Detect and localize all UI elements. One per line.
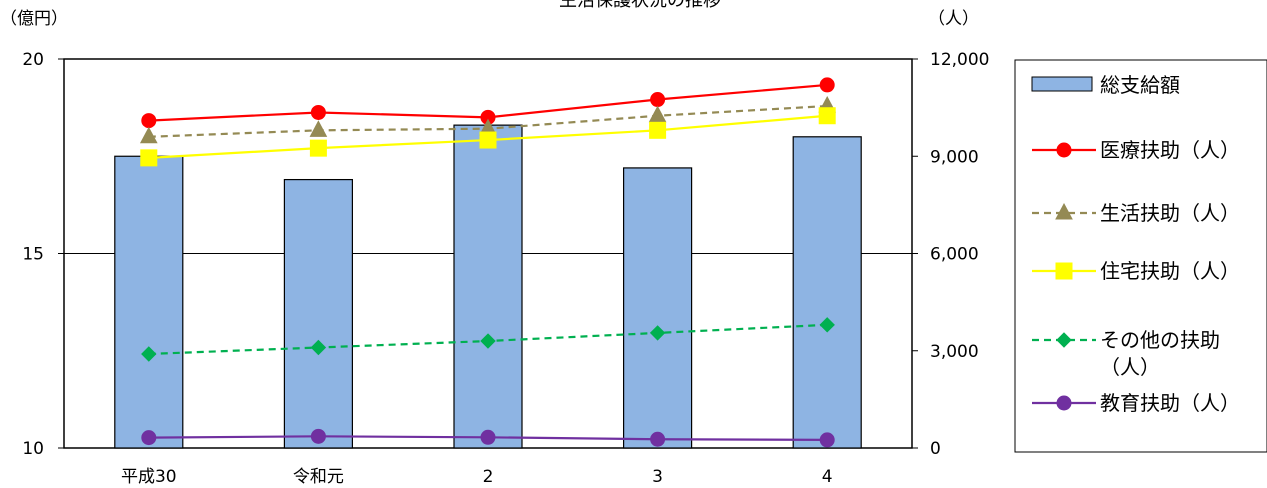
data-point bbox=[480, 429, 496, 445]
y-left-tick-label: 15 bbox=[22, 245, 44, 265]
data-point bbox=[309, 139, 327, 157]
x-axis: 平成30 令和元 2 3 4 bbox=[121, 467, 833, 487]
legend-marker bbox=[1056, 142, 1072, 158]
y-right-tick-label: 6,000 bbox=[930, 245, 979, 265]
data-point bbox=[819, 77, 835, 93]
data-point bbox=[141, 346, 157, 362]
data-point bbox=[480, 333, 496, 349]
legend-marker bbox=[1055, 262, 1073, 280]
data-point bbox=[139, 126, 158, 144]
y-right-tick-label: 0 bbox=[930, 439, 941, 459]
bar bbox=[283, 178, 353, 449]
x-tick-label: 平成30 bbox=[121, 467, 177, 487]
bar bbox=[792, 136, 862, 449]
data-point bbox=[309, 120, 328, 137]
y-left-tick-label: 10 bbox=[22, 439, 44, 459]
right-axis: 0 3,000 6,000 9,000 12,000 bbox=[912, 50, 989, 459]
left-axis-unit: （億円） bbox=[0, 9, 68, 29]
x-tick-label: 4 bbox=[822, 467, 833, 487]
chart-title: 生活保護状況の推移 bbox=[559, 0, 721, 11]
x-tick-label: 令和元 bbox=[293, 467, 344, 487]
legend-label: 総支給額 bbox=[1100, 73, 1180, 97]
legend-marker bbox=[1056, 395, 1072, 411]
data-point bbox=[141, 430, 157, 446]
legend-marker bbox=[1055, 202, 1073, 220]
data-point bbox=[140, 149, 158, 167]
left-axis: 10 15 20 bbox=[22, 50, 64, 459]
y-left-tick-label: 20 bbox=[22, 50, 44, 70]
legend-marker bbox=[1056, 332, 1072, 348]
x-tick-label: 3 bbox=[652, 467, 663, 487]
data-point bbox=[648, 105, 667, 123]
legend-box bbox=[1014, 59, 1267, 453]
data-point bbox=[649, 325, 666, 341]
right-axis-unit: （人） bbox=[928, 9, 979, 29]
y-right-tick-label: 3,000 bbox=[930, 342, 979, 362]
data-point bbox=[650, 431, 666, 447]
data-point bbox=[650, 92, 666, 108]
bars bbox=[114, 124, 862, 449]
data-point bbox=[819, 432, 835, 448]
legend-swatch bbox=[1031, 76, 1093, 92]
y-right-tick-label: 12,000 bbox=[930, 50, 989, 70]
data-point bbox=[310, 428, 326, 444]
bar bbox=[114, 155, 184, 449]
data-point bbox=[141, 113, 157, 129]
legend-label: その他の扶助（人） bbox=[1100, 328, 1220, 379]
legend-label: 医療扶助（人） bbox=[1100, 138, 1240, 162]
bar bbox=[453, 124, 523, 449]
lines bbox=[139, 77, 837, 448]
x-tick-label: 2 bbox=[483, 467, 494, 487]
legend-label: 教育扶助（人） bbox=[1100, 391, 1240, 415]
legend-label: 住宅扶助（人） bbox=[1100, 259, 1240, 283]
data-point bbox=[310, 339, 327, 356]
data-point bbox=[818, 107, 836, 125]
data-point bbox=[819, 317, 835, 333]
y-right-tick-label: 9,000 bbox=[930, 147, 979, 167]
bar bbox=[622, 167, 693, 449]
data-point bbox=[310, 104, 326, 120]
data-point bbox=[649, 121, 667, 139]
legend-label: 生活扶助（人） bbox=[1100, 201, 1240, 225]
data-point bbox=[479, 131, 497, 149]
